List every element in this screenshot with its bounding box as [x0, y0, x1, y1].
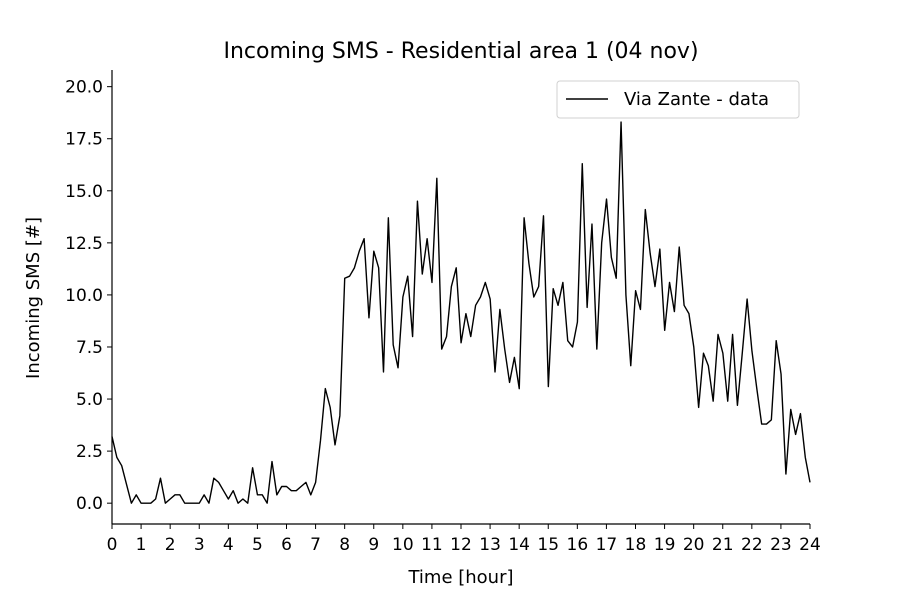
legend: Via Zante - data: [556, 80, 800, 119]
x-tick-label: 4: [223, 535, 234, 555]
x-tick-label: 10: [392, 535, 414, 555]
x-tick-label: 0: [107, 535, 118, 555]
x-tick-label: 21: [712, 535, 734, 555]
x-tick-label: 14: [508, 535, 530, 555]
x-tick-label: 24: [799, 535, 821, 555]
x-tick-label: 7: [310, 535, 321, 555]
y-tick-label: 5.0: [76, 390, 103, 410]
y-tick-label: 12.5: [65, 234, 103, 254]
x-tick-label: 6: [281, 535, 292, 555]
y-tick-label: 0.0: [76, 494, 103, 514]
x-axis-label: Time [hour]: [407, 567, 513, 588]
y-axis: 0.0 2.5 5.0 7.5 10.0 12.5 15.0 17.5 20.0: [65, 70, 113, 524]
x-axis: 0 1 2 3 4 5 6 7 8 9 10 11 12 13 14 15 16 17 18 19 20 21 22 23 24: [107, 523, 821, 555]
x-tick-label: 16: [567, 535, 589, 555]
y-tick-label: 17.5: [65, 130, 103, 150]
y-tick-label: 20.0: [65, 78, 103, 98]
y-axis-label: Incoming SMS [#]: [23, 217, 44, 379]
x-tick-label: 18: [625, 535, 647, 555]
x-tick-label: 17: [596, 535, 618, 555]
chart-title: Incoming SMS - Residential area 1 (04 no…: [223, 39, 698, 64]
x-tick-label: 8: [339, 535, 350, 555]
y-tick-label: 7.5: [76, 338, 103, 358]
x-tick-label: 2: [165, 535, 176, 555]
x-tick-label: 22: [741, 535, 763, 555]
plot-area: [111, 121, 811, 504]
legend-box: [556, 80, 800, 119]
legend-label: Via Zante - data: [624, 89, 769, 110]
x-tick-label: 1: [136, 535, 147, 555]
x-tick-label: 9: [368, 535, 379, 555]
x-tick-label: 12: [450, 535, 472, 555]
x-tick-label: 15: [537, 535, 559, 555]
x-tick-label: 3: [194, 535, 205, 555]
x-tick-label: 11: [421, 535, 443, 555]
x-tick-label: 20: [683, 535, 705, 555]
y-tick-label: 10.0: [65, 286, 103, 306]
x-tick-label: 5: [252, 535, 263, 555]
x-tick-label: 23: [770, 535, 792, 555]
x-tick-label: 13: [479, 535, 501, 555]
series-line: [111, 121, 811, 504]
x-tick-label: 19: [654, 535, 676, 555]
y-tick-label: 15.0: [65, 182, 103, 202]
y-tick-label: 2.5: [76, 442, 103, 462]
